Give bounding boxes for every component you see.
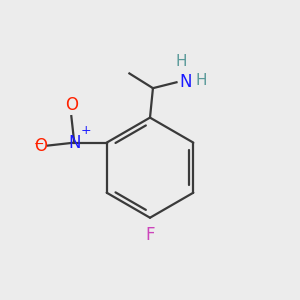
Text: F: F — [145, 226, 155, 244]
Text: +: + — [81, 124, 92, 137]
Text: O: O — [65, 96, 78, 114]
Text: O: O — [34, 136, 47, 154]
Text: N: N — [68, 134, 80, 152]
Text: −: − — [34, 138, 44, 151]
Text: N: N — [179, 73, 192, 91]
Text: H: H — [196, 73, 207, 88]
Text: H: H — [175, 54, 187, 69]
